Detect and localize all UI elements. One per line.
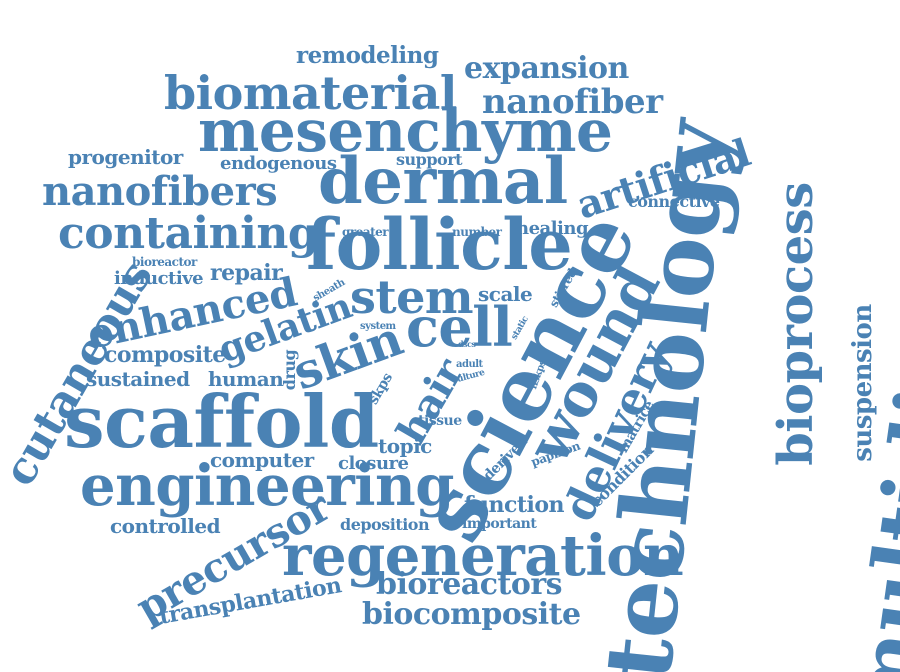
word-containing: containing [58, 208, 319, 259]
word-important: important [462, 516, 537, 532]
word-bioprocess: bioprocess [767, 182, 824, 466]
word-expansion: expansion [464, 51, 629, 86]
word-tissue: tissue [418, 413, 462, 429]
word-support: support [396, 150, 463, 169]
word-suspension: suspension [847, 304, 878, 462]
word-number: number [452, 225, 502, 239]
word-composite: composite [104, 342, 226, 368]
word-adult: adult [456, 359, 483, 370]
word-cell: cell [406, 295, 513, 359]
word-computer: computer [210, 448, 314, 472]
word-remodeling: remodeling [296, 42, 439, 69]
word-regeneration: regeneration [282, 523, 684, 589]
word-mesenchyme: mesenchyme [198, 97, 613, 165]
word-inductive: inductive [114, 268, 204, 289]
word-biomaterial: biomaterial [164, 66, 457, 120]
word-closure: closure [338, 453, 409, 474]
word-progenitor: progenitor [68, 145, 183, 169]
word-system: system [360, 321, 396, 332]
word-engineering: engineering [80, 453, 454, 519]
word-bioreactors: bioreactors [376, 567, 563, 602]
word-stem: stem [350, 270, 474, 324]
word-scaffold: scaffold [64, 379, 379, 464]
word-sustained: sustained [86, 367, 190, 391]
word-bioreactor: bioreactor [132, 255, 197, 269]
word-dscs: dscs [458, 339, 476, 349]
word-scale: scale [478, 282, 533, 306]
word-dermal: dermal [318, 144, 568, 219]
word-human: human [208, 367, 284, 391]
word-endogenous: endogenous [220, 153, 337, 174]
word-healing: healing [516, 218, 589, 239]
word-topic: topic [378, 434, 432, 458]
word-controlled: controlled [110, 514, 221, 538]
word-biocomposite: biocomposite [362, 597, 581, 632]
word-greater: greater [342, 225, 389, 239]
word-nanofibers: nanofibers [42, 168, 278, 215]
word-nanofiber: nanofiber [482, 82, 663, 122]
word-function: function [464, 492, 565, 518]
word-follicle: follicle [306, 203, 573, 286]
word-deposition: deposition [340, 515, 430, 534]
word-connective: connective [628, 192, 720, 211]
word-repair: repair [210, 260, 283, 286]
